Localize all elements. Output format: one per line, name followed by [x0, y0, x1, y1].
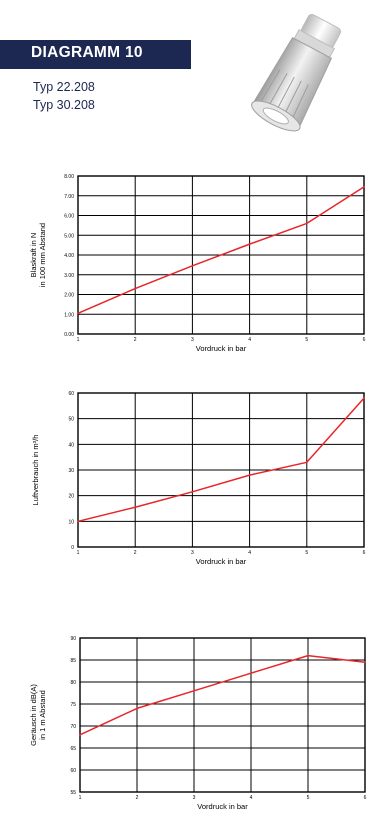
y-tick-label: 0.00: [64, 332, 74, 338]
data-point: [77, 520, 79, 523]
x-tick-label: 3: [191, 337, 194, 343]
data-point: [134, 287, 137, 290]
data-point: [363, 397, 365, 400]
x-tick-label: 6: [363, 337, 366, 343]
data-point: [79, 733, 81, 736]
header-band: [0, 40, 191, 69]
x-tick-label: 6: [363, 550, 366, 556]
x-tick-label: 6: [364, 795, 367, 801]
y-tick-label: 80: [70, 680, 76, 686]
plot-frame: [79, 637, 366, 793]
y-axis-label: Geräusch in dB(A): [29, 684, 38, 746]
x-tick-label: 1: [79, 795, 82, 801]
y-tick-label: 85: [70, 658, 76, 664]
data-point: [250, 672, 252, 675]
y-axis-label: Luftverbrauch in m³/h: [31, 435, 40, 506]
series-line: [79, 654, 366, 736]
x-tick-label: 2: [134, 550, 137, 556]
plot-frame: [77, 392, 365, 548]
x-tick-label: 1: [77, 337, 80, 343]
data-point: [193, 689, 195, 692]
y-tick-label: 2.00: [64, 293, 74, 299]
diagram-title: DIAGRAMM 10: [31, 44, 143, 61]
x-tick-label: 3: [191, 550, 194, 556]
y-tick-label: 30: [68, 468, 74, 474]
data-point: [248, 243, 251, 246]
x-tick-label: 4: [250, 795, 253, 801]
y-tick-label: 40: [68, 442, 74, 448]
data-point: [191, 490, 194, 493]
chart-geraeusch: 55 60 65 70 75 80 85 90 1 2 3 4 5 6 Vordruck in bar Ger…: [29, 636, 367, 811]
y-tick-label: 7.00: [64, 194, 74, 200]
y-tick-label: 6.00: [64, 214, 74, 220]
y-tick-label: 65: [70, 746, 76, 752]
y-tick-label: 50: [68, 417, 74, 423]
x-axis-label: Vordruck in bar: [196, 344, 247, 353]
y-tick-label: 60: [70, 768, 76, 774]
x-tick-label: 2: [134, 337, 137, 343]
data-point: [363, 185, 365, 188]
y-tick-label: 8.00: [64, 174, 74, 180]
x-tick-label: 5: [305, 550, 308, 556]
y-tick-label: 5.00: [64, 233, 74, 239]
x-tick-label: 1: [77, 550, 80, 556]
data-point: [307, 654, 309, 657]
x-axis-label: Vordruck in bar: [197, 802, 248, 811]
series-line: [77, 186, 365, 314]
y-tick-label: 0: [71, 545, 74, 551]
data-point: [305, 222, 308, 225]
y-tick-label: 10: [68, 519, 74, 525]
chart-blaskraft: 0.00 1.00 2.00 3.00 4.00 5.00 6.00 7.00 8.00 1 2 3 4…: [29, 174, 366, 353]
x-tick-label: 3: [193, 795, 196, 801]
y-tick-label: 55: [70, 790, 76, 796]
data-point: [136, 707, 138, 710]
x-tick-label: 5: [305, 337, 308, 343]
y-axis-label: in 100 mm Abstand: [38, 223, 47, 287]
x-tick-label: 4: [248, 337, 251, 343]
type-label-2: Typ 30.208: [33, 98, 95, 112]
type-label-1: Typ 22.208: [33, 80, 95, 94]
x-axis-label: Vordruck in bar: [196, 557, 247, 566]
y-tick-label: 3.00: [64, 273, 74, 279]
y-tick-label: 1.00: [64, 312, 74, 318]
y-tick-label: 60: [68, 391, 74, 397]
y-axis-label: in 1 m Abstand: [38, 690, 47, 740]
x-tick-label: 2: [136, 795, 139, 801]
y-tick-label: 90: [70, 636, 76, 642]
data-point: [134, 506, 137, 509]
nozzle-product-image: [251, 13, 342, 132]
y-tick-label: 20: [68, 494, 74, 500]
x-tick-label: 4: [248, 550, 251, 556]
y-axis-label: Blaskraft in N: [29, 233, 38, 278]
plot-frame: [77, 175, 365, 335]
data-point: [248, 474, 251, 477]
chart-luftverbrauch: 0 10 20 30 40 50 60 1 2 3 4 5 6 Vordruck in bar Luftve…: [31, 391, 366, 566]
data-point: [305, 461, 308, 464]
data-point: [77, 312, 79, 315]
series-line: [77, 397, 365, 523]
data-point: [191, 264, 194, 267]
data-point: [364, 661, 366, 664]
y-tick-label: 4.00: [64, 253, 74, 259]
x-tick-label: 5: [307, 795, 310, 801]
y-tick-label: 70: [70, 724, 76, 730]
y-tick-label: 75: [70, 702, 76, 708]
